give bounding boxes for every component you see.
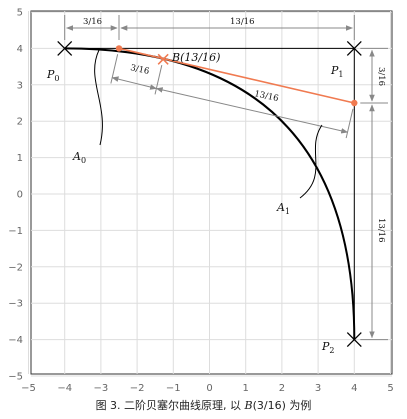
x-tick-label: 1: [243, 383, 249, 394]
y-tick-label: −1: [8, 226, 23, 237]
y-tick-label: −2: [8, 262, 23, 273]
p1-marker: [346, 40, 362, 56]
x-tick-label: −5: [21, 383, 36, 394]
x-tick-label: −4: [57, 383, 72, 394]
y-tick-label: 1: [17, 153, 23, 164]
dim-label-top-left: 3/16: [83, 17, 102, 27]
a1-marker: [351, 99, 358, 107]
x-tick-label: −3: [94, 383, 109, 394]
label-b: B(13/16): [171, 51, 220, 64]
y-tick-label: 4: [17, 44, 23, 55]
label-p0: P0: [46, 68, 60, 83]
dimension-lines: [64, 15, 388, 341]
x-tick-label: −2: [130, 383, 145, 394]
label-p2: P2: [321, 340, 335, 355]
dim-label-inner-left: 3/16: [129, 63, 150, 77]
a0-marker: [115, 45, 123, 52]
dim-inner-left: [111, 76, 158, 90]
tick-labels: −5 −4 −3 −2 −1 0 1 2 3 4 5 −5 −4 −3 −2 −1 0 1 2 3 4 5: [8, 8, 393, 395]
y-tick-label: −5: [8, 372, 23, 383]
plot-frame: [30, 10, 393, 375]
dim-label-right-top: 3/16: [376, 67, 386, 86]
label-a0: A0: [72, 150, 86, 165]
y-tick-label: −3: [8, 299, 23, 310]
b-marker: [157, 53, 169, 65]
x-tick-label: −1: [166, 383, 181, 394]
p2-marker: [346, 332, 362, 348]
y-tick-label: 2: [17, 117, 23, 128]
x-tick-label: 4: [351, 383, 357, 394]
dim-label-right-bottom: 13/16: [376, 218, 386, 243]
p0-marker: [57, 40, 73, 56]
x-tick-label: 0: [206, 383, 212, 394]
dim-label-inner-right: 13/16: [253, 89, 279, 104]
dim-label-top-right: 13/16: [230, 17, 255, 27]
y-tick-label: 5: [17, 8, 23, 19]
y-tick-label: −4: [8, 335, 23, 346]
dim-inner-right: [155, 87, 349, 134]
a1-leader-line: [299, 124, 323, 199]
x-tick-label: 5: [387, 383, 393, 394]
figure-caption: 图 3. 二阶贝塞尔曲线原理, 以 B(3/16) 为例: [95, 399, 312, 412]
label-p1: P1: [330, 64, 344, 79]
x-tick-label: 2: [279, 383, 285, 394]
a0-leader-line: [94, 49, 103, 146]
point-markers: [57, 40, 362, 348]
y-tick-label: 0: [17, 190, 23, 201]
y-tick-label: 3: [17, 80, 23, 91]
label-a1: A1: [276, 201, 290, 216]
x-tick-label: 3: [315, 383, 321, 394]
